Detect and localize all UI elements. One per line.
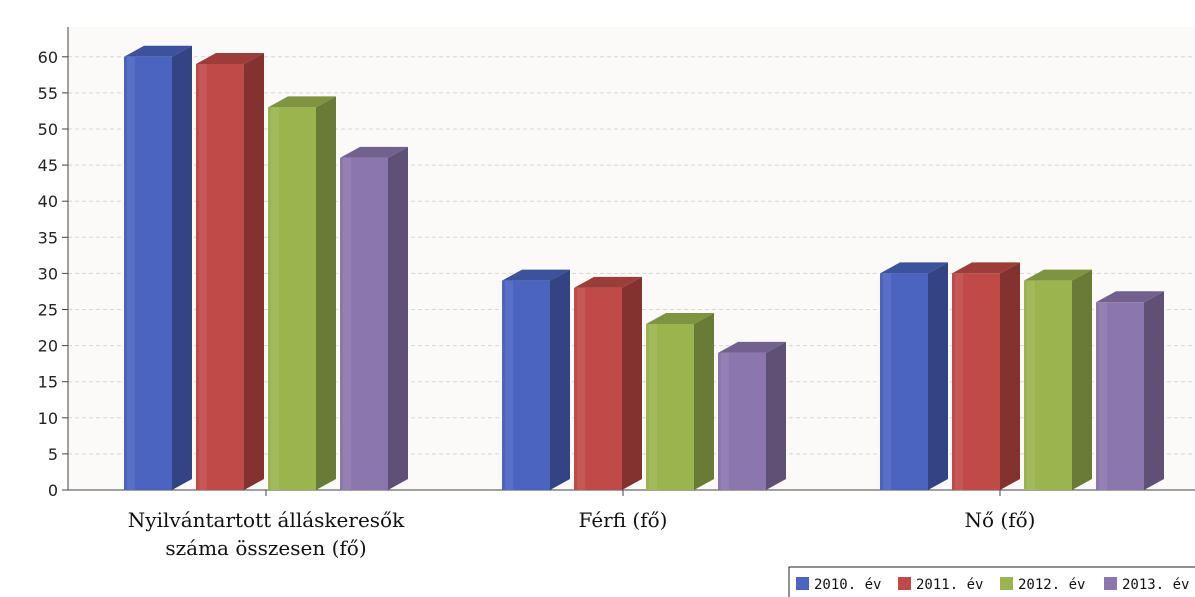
y-tick-label: 30 — [38, 264, 58, 283]
bar-side — [928, 262, 948, 490]
bar-top — [718, 341, 786, 353]
bar — [574, 276, 642, 490]
bar-side — [1000, 262, 1020, 490]
bar-top — [268, 96, 336, 108]
bar-top — [340, 146, 408, 158]
bar — [718, 341, 786, 490]
legend-box — [788, 566, 1195, 597]
bar-side — [766, 341, 786, 490]
bar-highlight — [505, 280, 513, 490]
bar-highlight — [1027, 280, 1035, 490]
bar-top — [502, 269, 570, 281]
y-tick-label: 40 — [38, 192, 58, 211]
x-tick-label: száma összesen (fő) — [165, 536, 366, 560]
bar-side — [316, 96, 336, 490]
bar-highlight — [955, 273, 963, 490]
bar-top — [574, 276, 642, 288]
bar-side — [1072, 269, 1092, 490]
legend-swatch — [1000, 577, 1013, 590]
y-axis: 0 5 10 15 20 25 30 35 40 45 50 55 60 — [38, 27, 1195, 500]
y-tick-label: 50 — [38, 120, 58, 139]
bar-top — [1024, 269, 1092, 281]
y-tick-label: 15 — [38, 373, 58, 392]
bar — [1024, 269, 1092, 490]
bar — [268, 96, 336, 490]
y-tick-label: 60 — [38, 48, 58, 67]
y-tick-label: 0 — [48, 481, 58, 500]
bar-side — [244, 53, 264, 491]
y-tick-label: 55 — [38, 84, 58, 103]
bar-highlight — [343, 157, 351, 490]
bar-highlight — [577, 287, 585, 490]
x-tick-label: Nyilvántartott álláskeresők — [128, 508, 405, 532]
bar-highlight — [1099, 302, 1107, 490]
legend-label: 2012. év — [1018, 577, 1085, 593]
y-tick-label: 5 — [48, 445, 58, 464]
bar-top — [1096, 291, 1164, 303]
legend: 2010. év 2011. év 2012. év 2013. év — [788, 566, 1195, 597]
x-tick-label: Nő (fő) — [965, 508, 1036, 532]
x-axis-labels: Nyilvántartott álláskeresők száma összese… — [128, 508, 1036, 560]
y-tick-label: 10 — [38, 409, 58, 428]
bar-side — [694, 312, 714, 490]
bar-highlight — [199, 64, 207, 491]
bar-top — [646, 312, 714, 324]
legend-swatch — [1104, 577, 1117, 590]
bar-side — [550, 269, 570, 490]
legend-label: 2013. év — [1122, 577, 1189, 593]
y-tick-label: 20 — [38, 337, 58, 356]
bar-side — [1144, 291, 1164, 490]
bar-highlight — [649, 323, 657, 490]
bar-highlight — [271, 107, 279, 490]
bar-highlight — [127, 56, 135, 491]
bar-side — [622, 276, 642, 490]
y-tick-label: 45 — [38, 156, 58, 175]
y-tick-label: 35 — [38, 228, 58, 247]
bar — [196, 53, 264, 491]
bar-top — [952, 262, 1020, 274]
legend-swatch — [898, 577, 911, 590]
bar-side — [172, 45, 192, 491]
legend-swatch — [796, 577, 809, 590]
bar — [646, 312, 714, 490]
bar-highlight — [883, 273, 891, 490]
bar-top — [124, 45, 192, 57]
bar — [1096, 291, 1164, 490]
legend-label: 2011. év — [916, 577, 983, 593]
y-tick-label: 25 — [38, 301, 58, 320]
bar-side — [388, 146, 408, 490]
x-tick-label: Férfi (fő) — [579, 508, 668, 532]
legend-label: 2010. év — [814, 577, 881, 593]
bar — [502, 269, 570, 490]
bar — [124, 45, 192, 491]
bars — [124, 45, 1164, 491]
bar — [952, 262, 1020, 490]
bar-top — [196, 53, 264, 65]
bar-top — [880, 262, 948, 274]
bar-highlight — [721, 352, 729, 490]
bar — [880, 262, 948, 490]
bar — [340, 146, 408, 490]
